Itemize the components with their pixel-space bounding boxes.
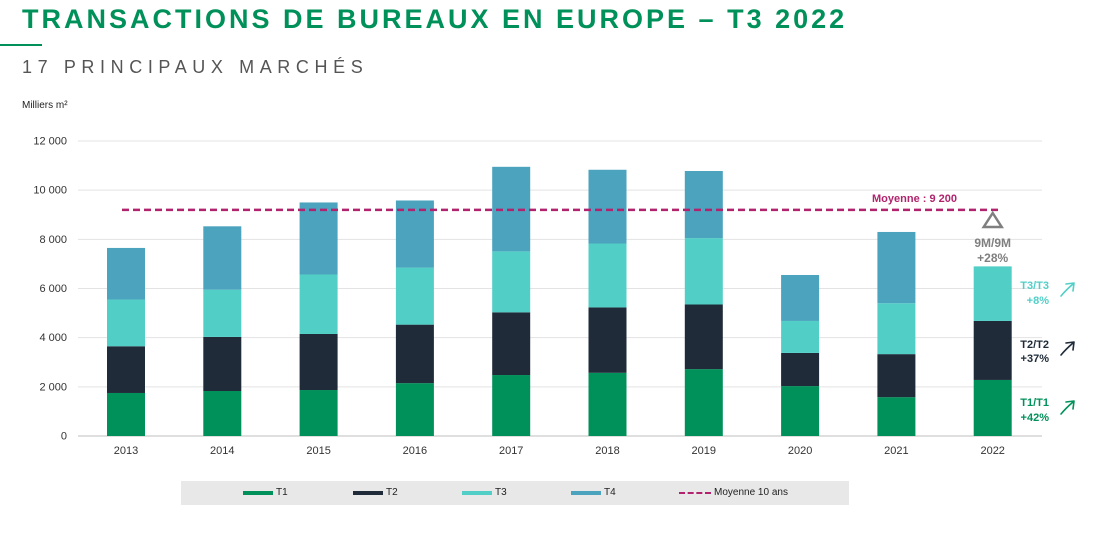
- bar-t1: [492, 375, 531, 436]
- bar-t3: [781, 320, 820, 353]
- bar-t1: [781, 386, 820, 436]
- page-title: TRANSACTIONS DE BUREAUX EN EUROPE – T3 2…: [22, 4, 848, 34]
- y-tick-label: 2 000: [39, 381, 67, 393]
- x-tick-label: 2019: [692, 445, 716, 457]
- bar-t4: [877, 231, 916, 304]
- up-triangle-icon: [981, 210, 1004, 229]
- x-tick-label: 2018: [595, 445, 619, 457]
- annotation-t3-label: T3/T3: [1020, 280, 1049, 292]
- bar-t2: [203, 336, 242, 392]
- legend-swatch-t2: [353, 490, 383, 495]
- title-underline: [0, 44, 42, 46]
- y-tick-label: 4 000: [39, 332, 67, 344]
- trend-up-arrow-icon: [1060, 282, 1075, 297]
- legend-item-average: Moyenne 10 ans: [679, 487, 788, 498]
- annotation-t1-label: T1/T1: [1020, 397, 1049, 409]
- x-tick-label: 2022: [980, 445, 1004, 457]
- bar-t2: [588, 307, 627, 373]
- x-tick-label: 2014: [210, 445, 234, 457]
- annotation-total-value: +28%: [977, 251, 1008, 265]
- trend-up-arrow-icon: [1060, 400, 1075, 415]
- bar-t1: [684, 369, 723, 436]
- bar-t1: [973, 379, 1012, 436]
- bar-t1: [395, 383, 434, 436]
- x-tick-label: 2020: [788, 445, 812, 457]
- legend-swatch-t4: [571, 490, 601, 495]
- annotation-t2-label: T2/T2: [1020, 339, 1049, 351]
- bar-t1: [299, 390, 338, 436]
- legend-label-t1: T1: [276, 487, 288, 498]
- chart-legend: T1 T2 T3 T4 Moyenne 10 ans: [181, 481, 849, 505]
- x-tick-label: 2021: [884, 445, 908, 457]
- average-label: Moyenne : 9 200: [872, 193, 957, 205]
- legend-item-t4: T4: [571, 487, 616, 498]
- bar-t2: [492, 312, 531, 376]
- bar-t4: [299, 202, 338, 275]
- bar-t3: [203, 289, 242, 337]
- bar-t2: [684, 304, 723, 370]
- annotation-total-label: 9M/9M: [974, 236, 1011, 250]
- bar-t2: [395, 324, 434, 384]
- bar-t1: [588, 372, 627, 436]
- bar-t3: [684, 238, 723, 305]
- legend-item-t3: T3: [462, 487, 507, 498]
- annotation-t2-value: +37%: [1021, 353, 1050, 365]
- bar-t4: [781, 274, 820, 321]
- y-tick-label: 12 000: [33, 136, 67, 148]
- legend-label-t4: T4: [604, 487, 616, 498]
- bar-t3: [588, 243, 627, 308]
- bar-t2: [973, 320, 1012, 380]
- legend-label-average: Moyenne 10 ans: [714, 487, 788, 498]
- legend-swatch-t1: [243, 490, 273, 495]
- bar-t3: [395, 267, 434, 325]
- bar-t4: [107, 247, 145, 300]
- page-subtitle: 17 PRINCIPAUX MARCHÉS: [22, 57, 369, 77]
- y-tick-label: 8 000: [39, 234, 67, 246]
- bar-t3: [299, 274, 338, 334]
- bar-t4: [395, 200, 434, 268]
- annotation-t3-value: +8%: [1027, 295, 1050, 307]
- bar-t3: [877, 303, 916, 355]
- x-tick-label: 2017: [499, 445, 523, 457]
- x-tick-label: 2013: [114, 445, 138, 457]
- legend-swatch-t3: [462, 490, 492, 495]
- bar-t2: [781, 352, 820, 387]
- bar-t3: [973, 266, 1012, 321]
- y-tick-label: 10 000: [33, 185, 67, 197]
- bar-t4: [203, 226, 242, 290]
- bar-t4: [684, 170, 723, 239]
- bar-t4: [588, 169, 627, 244]
- x-tick-label: 2016: [403, 445, 427, 457]
- legend-item-t1: T1: [243, 487, 288, 498]
- y-tick-label: 0: [61, 431, 67, 443]
- legend-swatch-average: [679, 491, 711, 494]
- bar-t1: [203, 391, 242, 436]
- legend-label-t2: T2: [386, 487, 398, 498]
- bar-t2: [877, 354, 916, 398]
- bar-t2: [299, 333, 338, 391]
- trend-up-arrow-icon: [1060, 341, 1075, 356]
- legend-item-t2: T2: [353, 487, 398, 498]
- bar-t1: [877, 397, 916, 436]
- bar-t2: [107, 346, 145, 393]
- x-tick-label: 2015: [306, 445, 330, 457]
- bar-t1: [107, 392, 145, 436]
- y-tick-label: 6 000: [39, 283, 67, 295]
- annotation-t1-value: +42%: [1021, 412, 1050, 424]
- bar-t3: [107, 299, 145, 347]
- bar-t3: [492, 251, 531, 313]
- y-axis-label: Milliers m²: [22, 100, 68, 111]
- legend-label-t3: T3: [495, 487, 507, 498]
